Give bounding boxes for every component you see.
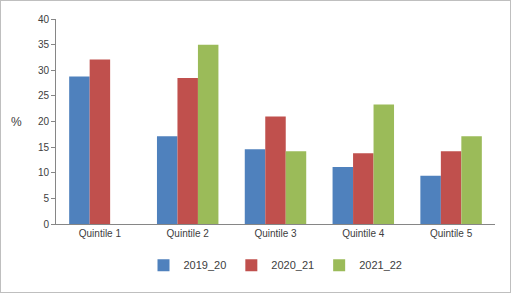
svg-text:Quintile 3: Quintile 3 bbox=[254, 228, 297, 239]
svg-text:15: 15 bbox=[38, 142, 50, 153]
svg-text:25: 25 bbox=[38, 90, 50, 101]
svg-text:20: 20 bbox=[38, 116, 50, 127]
svg-text:30: 30 bbox=[38, 65, 50, 76]
svg-text:5: 5 bbox=[43, 193, 49, 204]
svg-text:%: % bbox=[11, 115, 22, 129]
svg-text:Quintile 4: Quintile 4 bbox=[342, 228, 385, 239]
svg-text:2020_21: 2020_21 bbox=[271, 259, 314, 271]
svg-text:35: 35 bbox=[38, 39, 50, 50]
svg-text:2021_22: 2021_22 bbox=[359, 259, 402, 271]
svg-text:2019_20: 2019_20 bbox=[184, 259, 227, 271]
svg-text:Quintile 5: Quintile 5 bbox=[430, 228, 473, 239]
svg-text:Quintile 1: Quintile 1 bbox=[79, 228, 122, 239]
svg-text:Quintile 2: Quintile 2 bbox=[167, 228, 210, 239]
svg-text:10: 10 bbox=[38, 167, 50, 178]
svg-text:0: 0 bbox=[43, 219, 49, 230]
svg-text:40: 40 bbox=[38, 14, 50, 25]
